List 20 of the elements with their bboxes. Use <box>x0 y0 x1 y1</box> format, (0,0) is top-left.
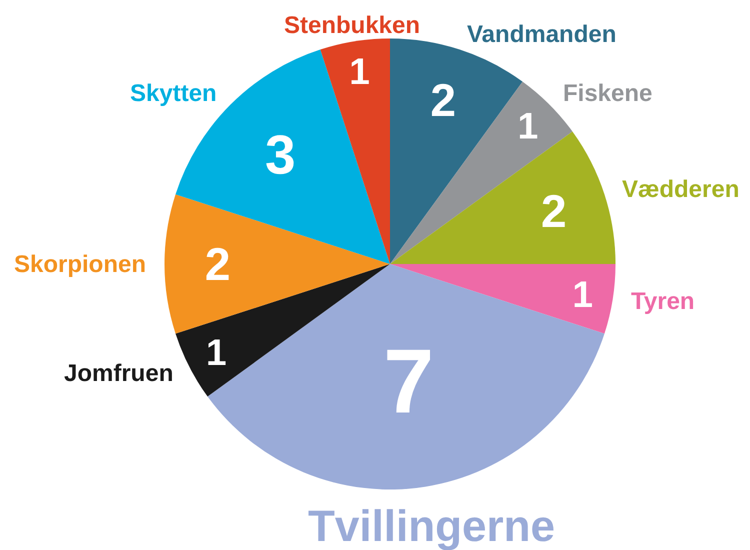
data-label: 2 <box>430 74 456 126</box>
data-label: 1 <box>572 274 593 316</box>
slice-label: Vædderen <box>622 176 740 203</box>
data-label: 1 <box>518 106 538 147</box>
slice-label: Tyren <box>631 288 695 315</box>
pie-slice <box>164 194 390 334</box>
data-label: 3 <box>265 123 296 186</box>
pie-slice <box>390 264 616 334</box>
slice-label: Skytten <box>130 80 217 107</box>
pie-slice <box>320 38 390 264</box>
data-label: 2 <box>204 238 231 290</box>
slice-label: Skorpionen <box>14 251 146 278</box>
data-label: 2 <box>541 184 567 237</box>
data-label: 7 <box>383 331 434 432</box>
slice-label: Vandmanden <box>467 21 616 48</box>
slice-label: Jomfruen <box>64 360 174 387</box>
slice-label: Stenbukken <box>284 12 420 39</box>
data-label: 1 <box>349 50 370 92</box>
slice-label: Fiskene <box>563 80 652 107</box>
data-label: 1 <box>206 332 227 374</box>
